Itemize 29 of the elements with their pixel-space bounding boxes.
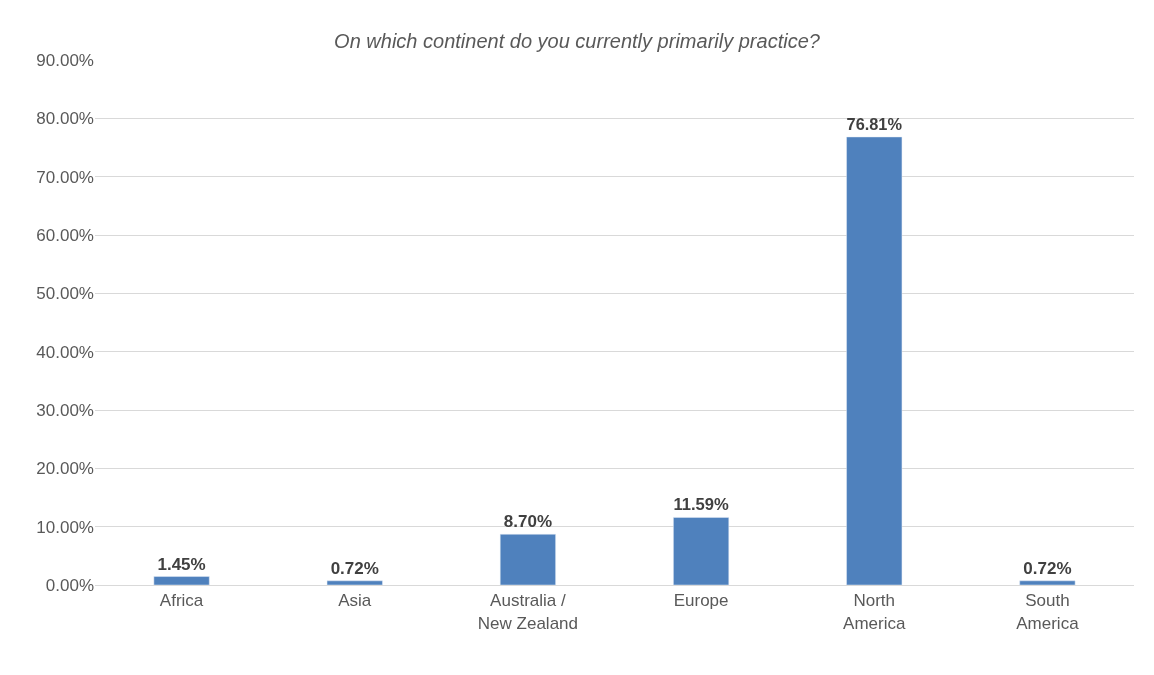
- x-tick-label: Australia / New Zealand: [477, 591, 579, 633]
- data-label: 11.59%: [673, 495, 730, 515]
- y-tick-label: 30.00%: [36, 400, 94, 420]
- y-tick-label: 40.00%: [36, 342, 94, 362]
- y-tick-label: 90.00%: [36, 50, 94, 70]
- y-tick-label: 0.00%: [45, 575, 94, 595]
- x-tick-label: North America: [843, 591, 906, 633]
- x-tick-label: Africa: [159, 591, 204, 611]
- y-tick-label: 20.00%: [36, 459, 94, 479]
- x-tick-label: South America: [1016, 591, 1080, 633]
- data-label: 76.81%: [846, 115, 903, 134]
- bar: [499, 534, 556, 585]
- y-tick-label: 70.00%: [36, 167, 94, 187]
- y-tick-label: 50.00%: [36, 284, 94, 304]
- bar: [153, 576, 210, 585]
- bar: [1019, 580, 1076, 585]
- y-tick-label: 80.00%: [36, 109, 94, 129]
- bar: [326, 580, 383, 585]
- y-tick-label: 10.00%: [36, 517, 94, 537]
- chart-title: On which continent do you currently primarily practice?: [334, 29, 821, 52]
- data-label: 1.45%: [157, 554, 206, 574]
- data-label: 0.72%: [330, 558, 379, 578]
- y-tick-label: 60.00%: [36, 225, 94, 245]
- bar: [846, 136, 903, 585]
- x-tick-label: Europe: [673, 591, 729, 611]
- x-tick-label: Asia: [338, 591, 372, 611]
- bar: [673, 517, 730, 585]
- data-label: 8.70%: [503, 512, 553, 532]
- data-label: 0.72%: [1023, 558, 1072, 578]
